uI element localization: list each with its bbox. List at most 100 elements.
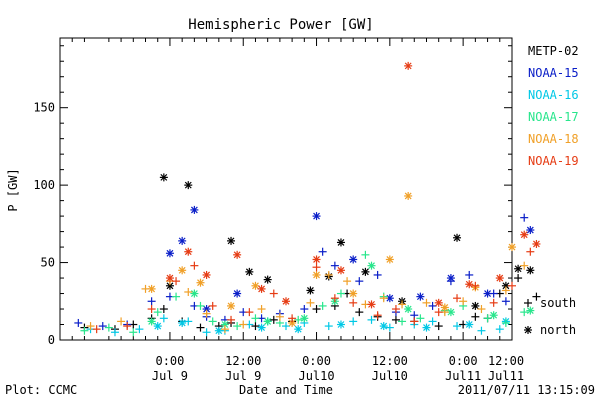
north-point <box>446 274 455 283</box>
south-point <box>300 305 309 314</box>
x-tick-label-date: Jul10 <box>372 369 408 383</box>
south-point <box>453 294 462 303</box>
north-point <box>147 284 156 293</box>
south-point <box>312 305 321 314</box>
y-tick-label: 0 <box>48 333 55 347</box>
north-point <box>300 314 309 323</box>
south-point <box>86 322 95 331</box>
north-point <box>306 286 315 295</box>
north-point <box>214 326 223 335</box>
north-point <box>361 267 370 276</box>
y-tick-label: 100 <box>33 178 55 192</box>
south-point <box>233 322 242 331</box>
south-point <box>459 297 468 306</box>
south-point <box>318 301 327 310</box>
south-point <box>336 289 345 298</box>
south-point <box>385 323 394 332</box>
south-point <box>495 325 504 334</box>
north-point <box>453 233 462 242</box>
marker-legend: south north <box>524 296 576 337</box>
y-tick-label: 150 <box>33 101 55 115</box>
north-point <box>178 318 187 327</box>
south-point <box>202 328 211 337</box>
north-point <box>227 236 236 245</box>
south-point <box>251 314 260 323</box>
south-point <box>355 277 364 286</box>
north-point <box>379 322 388 331</box>
south-point <box>330 261 339 270</box>
south-point <box>501 286 510 295</box>
south-point <box>343 277 352 286</box>
south-point <box>208 317 217 326</box>
legend-item: NOAA-17 <box>528 110 579 124</box>
south-point <box>172 277 181 286</box>
north-point <box>434 298 443 307</box>
south-point <box>129 328 138 337</box>
north-point <box>190 205 199 214</box>
north-point <box>251 281 260 290</box>
north-point <box>404 191 413 200</box>
south-point <box>184 317 193 326</box>
south-point <box>349 317 358 326</box>
south-point <box>110 328 119 337</box>
south-point <box>220 325 229 334</box>
north-point <box>404 61 413 70</box>
south-point <box>159 314 168 323</box>
south-point <box>190 261 199 270</box>
north-point <box>312 255 321 264</box>
south-point <box>465 270 474 279</box>
x-axis-label: Date and Time <box>239 383 333 397</box>
south-point <box>520 308 529 317</box>
south-point <box>269 289 278 298</box>
south-point <box>361 250 370 259</box>
north-point <box>520 230 529 239</box>
south-point <box>330 294 339 303</box>
north-point <box>227 301 236 310</box>
legend: METP-02 NOAA-15 NOAA-16 NOAA-17 NOAA-18 NOAA-… <box>528 44 579 168</box>
north-point <box>184 181 193 190</box>
x-tick-label-time: 0:00 <box>449 354 478 368</box>
north-point <box>367 300 376 309</box>
north-point <box>422 323 431 332</box>
south-point <box>477 326 486 335</box>
data-points <box>74 61 541 337</box>
x-tick-label-time: 12:00 <box>372 354 408 368</box>
footer-timestamp: 2011/07/11 13:15:09 <box>458 383 595 397</box>
north-point <box>508 243 516 252</box>
south-point <box>477 305 486 314</box>
south-point <box>391 305 400 314</box>
south-point <box>135 325 144 334</box>
x-tick-label-date: Jul11 <box>488 369 524 383</box>
legend-item: NOAA-16 <box>528 88 579 102</box>
south-point <box>501 318 510 327</box>
south-point <box>202 309 211 318</box>
south-point <box>434 322 443 331</box>
north-point <box>153 322 162 331</box>
x-tick-label-time: 0:00 <box>155 354 184 368</box>
north-point <box>257 323 266 332</box>
north-point <box>312 212 321 221</box>
south-point <box>379 294 388 303</box>
x-tick-label-date: Jul10 <box>298 369 334 383</box>
north-point <box>282 297 290 306</box>
south-point <box>184 287 193 296</box>
north-point <box>385 255 394 264</box>
north-point <box>489 311 498 320</box>
north-point <box>165 274 174 283</box>
north-point <box>526 266 535 275</box>
north-point <box>178 266 187 275</box>
north-point <box>294 325 303 334</box>
south-point <box>172 292 181 301</box>
south-point <box>508 281 516 290</box>
south-marker-symbol <box>524 299 532 307</box>
north-point <box>263 275 272 284</box>
north-point <box>233 289 242 298</box>
legend-item: METP-02 <box>528 44 579 58</box>
north-point <box>440 303 449 312</box>
north-point <box>416 292 425 301</box>
north-point <box>147 317 156 326</box>
south-point <box>520 213 529 222</box>
north-point <box>495 274 504 283</box>
south-point <box>422 298 431 307</box>
